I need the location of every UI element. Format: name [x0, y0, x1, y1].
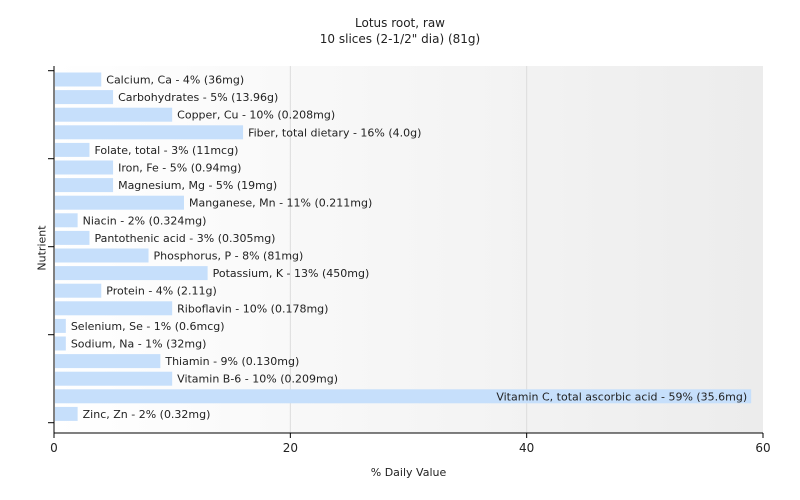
bar-label: Protein - 4% (2.11g) — [106, 285, 217, 298]
bars — [55, 72, 752, 421]
bar — [55, 142, 90, 157]
bar — [55, 230, 90, 245]
bar — [55, 160, 114, 175]
bar-labels: Calcium, Ca - 4% (36mg) Carbohydrates - 5… — [71, 74, 747, 421]
y-axis-label: Nutrient — [35, 225, 49, 271]
bar-label: Calcium, Ca - 4% (36mg) — [106, 74, 244, 87]
bar — [55, 107, 173, 122]
bar-label: Vitamin C, total ascorbic acid - 59% (35… — [496, 390, 747, 403]
chart-title: Lotus root, raw — [355, 16, 445, 30]
bar-label: Selenium, Se - 1% (0.6mcg) — [71, 320, 225, 333]
bar-label: Pantothenic acid - 3% (0.305mg) — [94, 232, 275, 245]
bar — [55, 283, 102, 298]
bar-label: Folate, total - 3% (11mcg) — [94, 144, 238, 157]
bar-label: Phosphorus, P - 8% (81mg) — [154, 250, 304, 263]
bar-label: Magnesium, Mg - 5% (19mg) — [118, 179, 277, 192]
x-axis-label: % Daily Value — [370, 466, 447, 479]
bar — [55, 354, 161, 369]
bar-label: Vitamin B-6 - 10% (0.209mg) — [177, 373, 338, 386]
x-tick-label: 20 — [283, 441, 298, 455]
bar-label: Fiber, total dietary - 16% (4.0g) — [248, 126, 421, 139]
axes: 0 20 40 60 — [48, 66, 771, 455]
bar-label: Riboflavin - 10% (0.178mg) — [177, 302, 328, 315]
chart-subtitle: 10 slices (2-1/2" dia) (81g) — [319, 32, 481, 46]
grid-lines — [289, 66, 528, 433]
bar-label: Copper, Cu - 10% (0.208mg) — [177, 109, 335, 122]
bar — [55, 371, 173, 386]
bar — [55, 90, 114, 105]
bar-label: Manganese, Mn - 11% (0.211mg) — [189, 197, 372, 210]
bar — [55, 301, 173, 316]
x-tick-label: 60 — [755, 441, 770, 455]
bar — [55, 72, 102, 87]
bar — [55, 266, 208, 281]
bar-label: Carbohydrates - 5% (13.96g) — [118, 91, 278, 104]
bar — [55, 213, 78, 228]
bar — [55, 125, 244, 140]
x-tick-label: 40 — [519, 441, 534, 455]
bar-label: Potassium, K - 13% (450mg) — [213, 267, 370, 280]
x-tick-label: 0 — [50, 441, 58, 455]
bar — [55, 178, 114, 193]
bar — [55, 336, 66, 351]
bar — [55, 195, 184, 210]
bar — [55, 248, 149, 263]
bar — [55, 406, 78, 421]
bar-label: Iron, Fe - 5% (0.94mg) — [118, 162, 241, 175]
bar-label: Zinc, Zn - 2% (0.32mg) — [83, 408, 211, 421]
bar-label: Niacin - 2% (0.324mg) — [83, 214, 207, 227]
bar — [55, 389, 752, 404]
bar-label: Thiamin - 9% (0.130mg) — [164, 355, 299, 368]
bar-label: Sodium, Na - 1% (32mg) — [71, 338, 207, 351]
bar — [55, 318, 66, 333]
